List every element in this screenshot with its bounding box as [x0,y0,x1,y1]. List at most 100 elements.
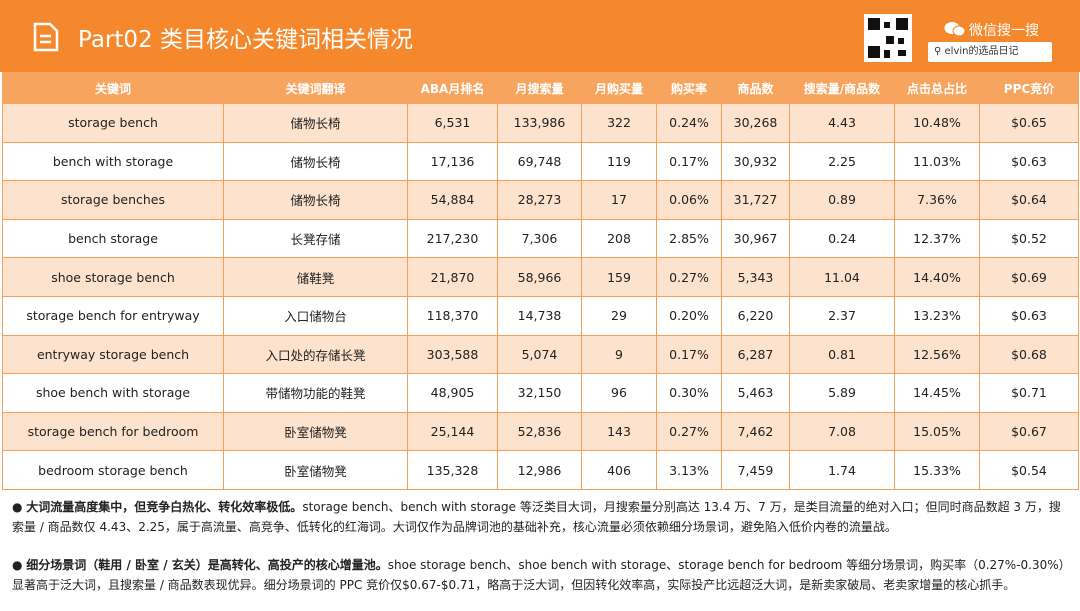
table-cell: 储物长椅 [223,141,408,182]
table-cell: storage benches [2,180,224,220]
title: Part02 类目核心关键词相关情况 [78,27,413,53]
table-cell: 30,268 [721,103,790,143]
table-cell: 0.24 [789,218,895,259]
wechat-label: 微信搜一搜 [969,23,1039,39]
table-cell: 储物长椅 [223,180,408,220]
table-row: bedroom storage bench 卧室储物凳 135,328 12,986 4… [2,450,1079,490]
table-cell: 12.37% [894,218,980,259]
table-cell: 10.48% [894,103,980,143]
table-cell: 13.23% [894,295,980,336]
bullet-text: shoe storage bench、shoe bench with stora… [12,558,1071,592]
table-cell: storage bench [2,103,224,143]
table-cell: bench with storage [2,141,224,182]
table-cell: 3.13% [656,450,722,490]
table-cell: 长凳存储 [223,218,408,259]
table-cell: 217,230 [407,218,498,259]
bullet-dot: ● [12,558,27,572]
table-cell: $0.63 [979,295,1079,336]
table-cell: 406 [581,450,657,490]
table-cell: 14.45% [894,373,980,413]
table-cell: 带储物功能的鞋凳 [223,373,408,413]
bullet-dot: ● [12,500,27,514]
table-cell: 5,343 [721,257,790,297]
table-cell: 14,738 [497,295,582,336]
header-bar: Part02 类目核心关键词相关情况 微信搜一搜 ⚲ elvin的选品日记 [0,0,1080,72]
table-cell: 15.05% [894,411,980,452]
column-header: 搜索量/商品数 [789,72,895,104]
table-cell: 0.06% [656,180,722,220]
column-header: 月购买量 [581,72,657,104]
table-row: storage bench for bedroom 卧室储物凳 25,144 52,8… [2,411,1079,452]
table-cell: 7,462 [721,411,790,452]
table-cell: 12.56% [894,334,980,375]
table-cell: 7,459 [721,450,790,490]
table-cell: 0.17% [656,141,722,182]
table-cell: 17,136 [407,141,498,182]
table-cell: $0.63 [979,141,1079,182]
table-cell: 6,220 [721,295,790,336]
table-cell: 入口储物台 [223,295,408,336]
table-cell: 5,074 [497,334,582,375]
table-cell: 2.25 [789,141,895,182]
table-cell: 11.03% [894,141,980,182]
table-cell: 0.17% [656,334,722,375]
table-cell: 0.27% [656,257,722,297]
table-cell: 6,531 [407,103,498,143]
table-cell: 7.08 [789,411,895,452]
table-cell: 11.04 [789,257,895,297]
column-header: 购买率 [656,72,722,104]
table-cell: 28,273 [497,180,582,220]
column-header: 关键词 [2,72,224,104]
table-cell: 0.30% [656,373,722,413]
column-header: ABA月排名 [407,72,498,104]
table-cell: 6,287 [721,334,790,375]
table-cell: 135,328 [407,450,498,490]
table-cell: 31,727 [721,180,790,220]
table-cell: 入口处的存储长凳 [223,334,408,375]
table-cell: $0.54 [979,450,1079,490]
table-cell: 48,905 [407,373,498,413]
table-cell: $0.65 [979,103,1079,143]
table-cell: 208 [581,218,657,259]
table-cell: 303,588 [407,334,498,375]
table-row: shoe storage bench 储鞋凳 21,870 58,966 159 0.27… [2,257,1079,297]
table-cell: 14.40% [894,257,980,297]
bullet-bold: 大词流量高度集中，但竞争白热化、转化效率极低。 [26,500,303,514]
table-cell: 0.89 [789,180,895,220]
table-cell: bench storage [2,218,224,259]
table-cell: 卧室储物凳 [223,450,408,490]
table-cell: 29 [581,295,657,336]
table-cell: 69,748 [497,141,582,182]
table-cell: 1.74 [789,450,895,490]
table-cell: 0.27% [656,411,722,452]
table-cell: 0.20% [656,295,722,336]
bullet-bold: 细分场景词（鞋用 / 卧室 / 玄关）是高转化、高投产的核心增量池。 [26,558,388,572]
table-cell: storage bench for entryway [2,295,224,336]
table-cell: 12,986 [497,450,582,490]
search-box: ⚲ elvin的选品日记 [928,42,1052,62]
table-cell: 30,967 [721,218,790,259]
table-cell: entryway storage bench [2,334,224,375]
search-text: elvin的选品日记 [944,46,1019,57]
table-cell: 7,306 [497,218,582,259]
table-cell: 30,932 [721,141,790,182]
table-row: entryway storage bench 入口处的存储长凳 303,588 5,0… [2,334,1079,375]
table-cell: storage bench for bedroom [2,411,224,452]
table-cell: 0.24% [656,103,722,143]
table-cell: 322 [581,103,657,143]
table-cell: 2.37 [789,295,895,336]
bullet: ● 大词流量高度集中，但竞争白热化、转化效率极低。storage bench、b… [12,497,1072,537]
table-cell: 储物长椅 [223,103,408,143]
table-cell: 119 [581,141,657,182]
table-cell: 5.89 [789,373,895,413]
table-cell: 7.36% [894,180,980,220]
table-cell: $0.64 [979,180,1079,220]
table-row: shoe bench with storage 带储物功能的鞋凳 48,905 32,… [2,373,1079,413]
column-header: 关键词翻译 [223,72,408,104]
table-cell: shoe storage bench [2,257,224,297]
table-cell: bedroom storage bench [2,450,224,490]
table-cell: 9 [581,334,657,375]
column-header: 商品数 [721,72,790,104]
table-cell: 32,150 [497,373,582,413]
